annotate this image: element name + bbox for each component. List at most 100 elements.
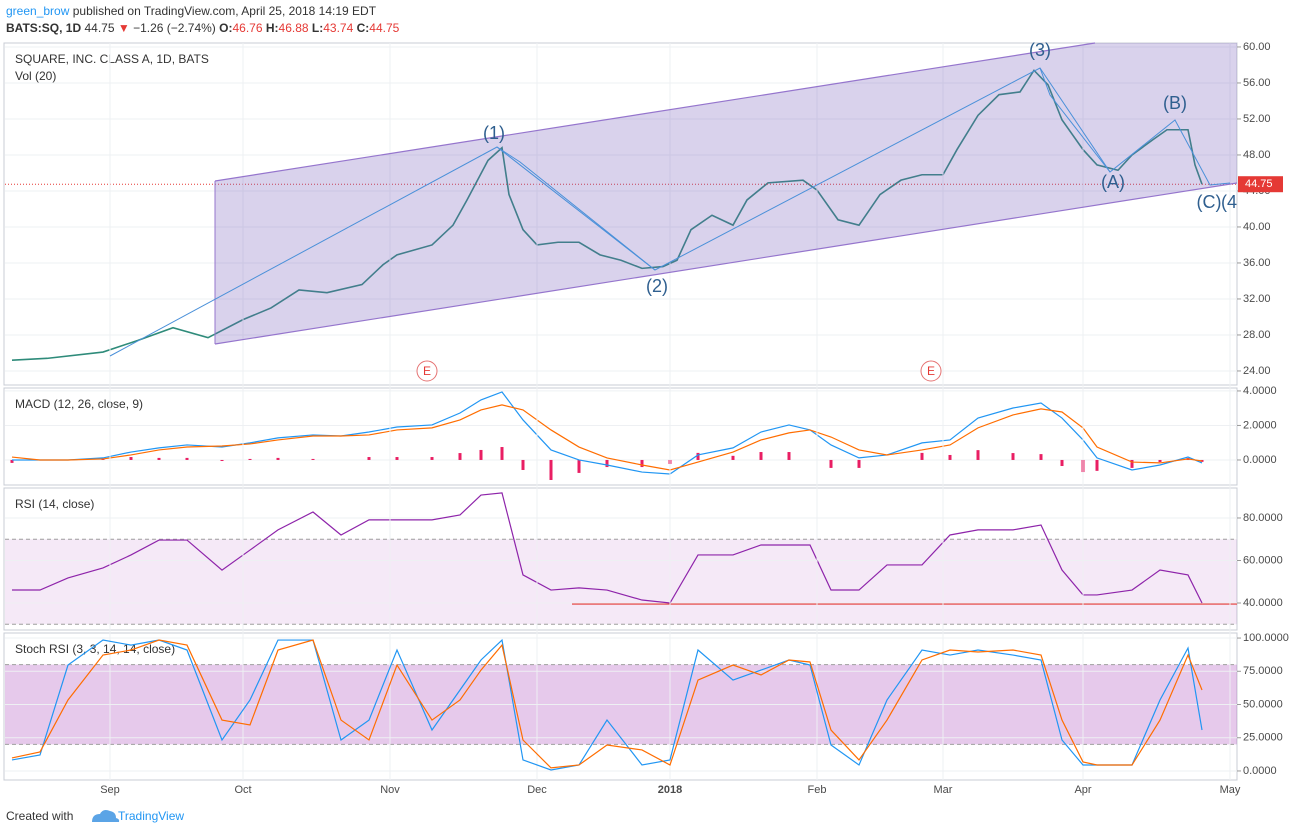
y-tick-label: 2.0000 — [1243, 419, 1277, 431]
histogram-bar — [129, 457, 133, 460]
y-tick-label: 40.00 — [1243, 221, 1271, 233]
y-tick-label: 52.00 — [1243, 113, 1271, 125]
panel-frame — [3, 632, 1238, 781]
price: 44.75 — [84, 21, 114, 35]
histogram-bar — [395, 457, 399, 460]
series-line — [11, 638, 1203, 771]
x-tick-label: May — [1220, 784, 1241, 796]
wave-lines — [496, 146, 656, 271]
x-tick-label: Nov — [380, 784, 400, 796]
y-tick-label: 32.00 — [1243, 293, 1271, 305]
histogram-bar — [829, 459, 833, 468]
histogram-bar — [1039, 454, 1043, 460]
histogram-bar — [857, 459, 861, 468]
y-tick-label: 36.00 — [1243, 257, 1271, 269]
channel-fill — [215, 43, 1237, 344]
histogram-bar — [311, 458, 315, 460]
wave-label: (C) — [1197, 192, 1222, 212]
c-label: C: — [357, 21, 370, 35]
histogram-bar — [458, 453, 462, 460]
wave-label: (1) — [483, 123, 505, 143]
histogram-bar — [10, 459, 14, 463]
histogram-bar — [948, 454, 952, 460]
histogram-bar — [605, 459, 609, 468]
o-label: O: — [219, 21, 232, 35]
histogram-bar — [731, 455, 735, 460]
channel-lower — [214, 182, 1238, 345]
footer-text: Created with — [6, 809, 73, 823]
histogram-bar — [430, 457, 434, 460]
l-label: L: — [312, 21, 323, 35]
x-tick-label: Feb — [808, 784, 827, 796]
footer-brand[interactable]: TradingView — [118, 809, 184, 823]
panel-title: SQUARE, INC. CLASS A, 1D, BATS — [15, 52, 209, 66]
histogram-bar — [976, 450, 980, 460]
histogram-bar — [521, 459, 525, 470]
channel-upper — [214, 42, 1096, 182]
y-tick-label: 0.0000 — [1243, 454, 1277, 466]
y-tick-label: 60.0000 — [1243, 554, 1283, 566]
panel-frame — [3, 387, 1238, 486]
series-line — [11, 404, 1203, 471]
histogram-bar — [185, 457, 189, 460]
y-tick-label: 40.0000 — [1243, 597, 1283, 609]
last-price-label: 44.75 — [1245, 178, 1273, 190]
series-line — [11, 69, 1203, 361]
histogram-bar — [577, 459, 581, 473]
y-tick-label: 60.00 — [1243, 41, 1271, 53]
histogram-bar — [1060, 459, 1064, 467]
drawings: (1) (2) (3) (A) (B) (C) (4 E E — [109, 40, 1238, 382]
header-line-1: green_brow published on TradingView.com,… — [6, 4, 377, 18]
y-tick-label: 0.0000 — [1243, 765, 1277, 777]
h-label: H: — [266, 21, 279, 35]
histogram-bar — [276, 457, 280, 460]
x-tick-label: Dec — [527, 784, 547, 796]
h-value: 46.88 — [279, 21, 309, 35]
x-tick-label: Mar — [934, 784, 953, 796]
panel-frame — [3, 487, 1238, 631]
y-tick-label: 4.0000 — [1243, 385, 1277, 397]
earnings-label: E — [927, 364, 935, 378]
histogram-bar — [696, 452, 700, 460]
panel-title: Stoch RSI (3, 3, 14, 14, close) — [15, 642, 175, 656]
panel-title: MACD (12, 26, close, 9) — [15, 397, 143, 411]
wave-lines — [109, 67, 1231, 357]
earnings-marker[interactable] — [416, 360, 438, 382]
wave-label: (B) — [1163, 93, 1187, 113]
histogram-bar — [787, 452, 791, 460]
histogram-bar — [1158, 459, 1162, 463]
y-tick-label: 25.0000 — [1243, 732, 1283, 744]
histogram-bar — [920, 452, 924, 460]
panels — [3, 42, 1238, 781]
wave-label: (A) — [1101, 172, 1125, 192]
wave-label: (3) — [1029, 40, 1051, 60]
o-value: 46.76 — [233, 21, 263, 35]
histogram-bar — [549, 459, 553, 480]
y-tick-label: 48.00 — [1243, 149, 1271, 161]
y-tick-label: 80.0000 — [1243, 512, 1283, 524]
y-tick-label: 28.00 — [1243, 329, 1271, 341]
symbol: BATS:SQ, 1D — [6, 21, 81, 35]
x-tick-label: Oct — [234, 784, 251, 796]
histogram-bar — [759, 452, 763, 460]
x-tick-label: Sep — [100, 784, 120, 796]
author[interactable]: green_brow — [6, 4, 70, 18]
down-arrow: ▼ — [118, 21, 130, 35]
histogram-bar — [220, 459, 224, 462]
panel-title: RSI (14, close) — [15, 497, 94, 511]
header-line-2: BATS:SQ, 1D 44.75 ▼ −1.26 (−2.74%) O:46.… — [6, 21, 400, 35]
x-tick-label: 2018 — [658, 784, 682, 796]
published: published on TradingView.com, April 25, … — [73, 4, 377, 18]
histogram-bar — [500, 447, 504, 460]
x-tick-label: Apr — [1074, 784, 1091, 796]
wave-label: (2) — [646, 276, 668, 296]
earnings-marker[interactable] — [920, 360, 942, 382]
y-tick-label: 100.0000 — [1243, 632, 1289, 644]
chart-layer: 24.0028.0032.0036.0040.0044.0048.0052.00… — [5, 41, 1289, 796]
change: −1.26 (−2.74%) — [133, 21, 216, 35]
histogram-bar — [367, 457, 371, 460]
earnings-label: E — [423, 364, 431, 378]
histogram-bar — [1130, 459, 1134, 468]
